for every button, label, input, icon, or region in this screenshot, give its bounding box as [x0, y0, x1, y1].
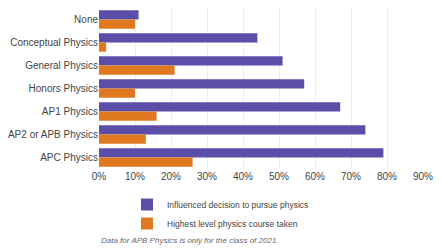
svg-text:90%: 90%: [413, 171, 433, 182]
svg-text:AP2 or APB Physics: AP2 or APB Physics: [8, 129, 98, 140]
svg-text:Honors Physics: Honors Physics: [29, 83, 98, 94]
svg-text:Data for APB Physics is only f: Data for APB Physics is only for the cla…: [101, 236, 279, 245]
svg-text:60%: 60%: [305, 171, 325, 182]
svg-text:AP1 Physics: AP1 Physics: [42, 106, 98, 117]
svg-text:Highest level physics course t: Highest level physics course taken: [167, 219, 298, 229]
svg-text:Influenced decision to pursue: Influenced decision to pursue physics: [167, 200, 308, 210]
svg-text:50%: 50%: [269, 171, 289, 182]
svg-text:30%: 30%: [197, 171, 217, 182]
svg-text:APC Physics: APC Physics: [40, 152, 98, 163]
svg-text:Conceptual Physics: Conceptual Physics: [10, 37, 98, 48]
svg-text:0%: 0%: [92, 171, 107, 182]
svg-text:40%: 40%: [233, 171, 253, 182]
svg-text:20%: 20%: [161, 171, 181, 182]
svg-text:General Physics: General Physics: [25, 60, 98, 71]
svg-text:10%: 10%: [125, 171, 145, 182]
svg-text:70%: 70%: [341, 171, 361, 182]
svg-text:None: None: [74, 14, 98, 25]
svg-text:80%: 80%: [377, 171, 397, 182]
